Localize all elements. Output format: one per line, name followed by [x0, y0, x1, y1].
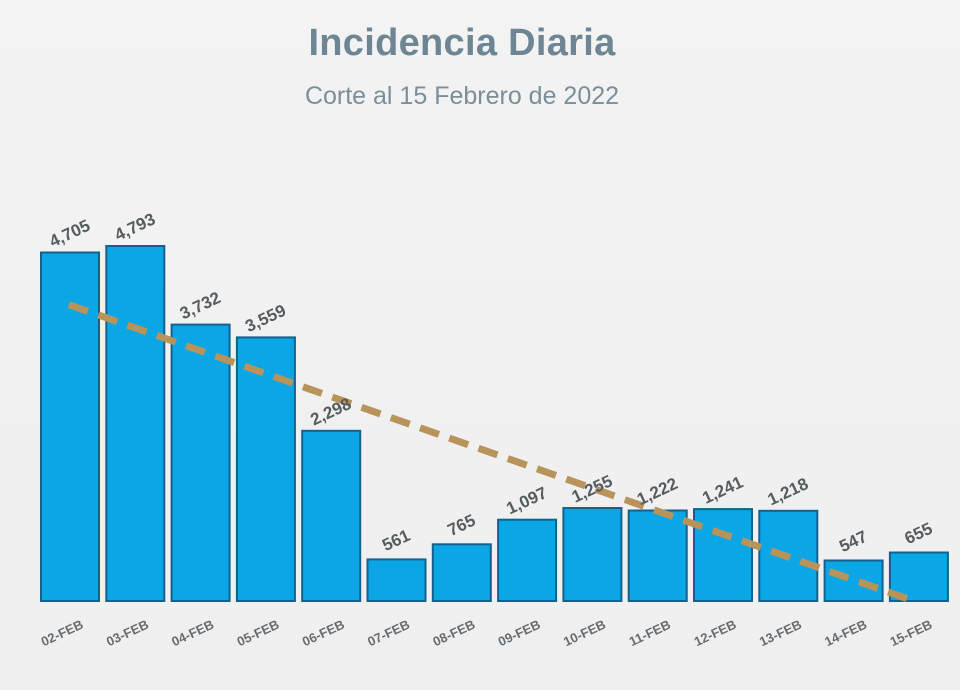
x-tick-10-feb: 10-FEB: [561, 617, 608, 650]
x-tick-06-feb: 06-FEB: [300, 617, 347, 650]
data-label-02-feb: 4,705: [46, 216, 93, 251]
x-tick-03-feb: 03-FEB: [104, 617, 151, 650]
data-label-13-feb: 1,218: [765, 474, 812, 509]
x-tick-labels-group: 02-FEB 03-FEB 04-FEB 05-FEB 06-FEB 07-FEB 08-F…: [39, 617, 935, 650]
trendline-group: [67, 301, 916, 605]
x-tick-14-feb: 14-FEB: [822, 617, 869, 650]
bar-14-feb: [823, 559, 884, 602]
x-tick-04-feb: 04-FEB: [169, 617, 216, 650]
x-tick-11-feb: 11-FEB: [627, 617, 673, 649]
data-label-07-feb: 561: [379, 526, 413, 555]
data-label-05-feb: 3,559: [242, 301, 289, 336]
x-tick-07-feb: 07-FEB: [365, 617, 412, 650]
chart-subtitle: Corte al 15 Febrero de 2022: [304, 82, 620, 110]
bar-10-feb: [562, 507, 623, 602]
data-label-04-feb: 3,732: [177, 288, 224, 323]
data-label-12-feb: 1,241: [699, 473, 746, 508]
x-tick-02-feb: 02-FEB: [39, 617, 86, 650]
x-tick-15-feb: 15-FEB: [888, 617, 935, 650]
data-label-09-feb: 1,097: [503, 483, 550, 518]
bar-06-feb: [301, 429, 362, 602]
bar-07-feb: [366, 558, 427, 603]
data-label-14-feb: 547: [836, 527, 870, 556]
x-tick-13-feb: 13-FEB: [757, 617, 804, 650]
x-tick-05-feb: 05-FEB: [235, 617, 282, 650]
x-tick-09-feb: 09-FEB: [496, 617, 543, 650]
data-label-03-feb: 4,793: [112, 209, 159, 244]
data-label-10-feb: 1,255: [569, 471, 616, 506]
bar-02-feb: [40, 251, 100, 602]
bar-09-feb: [497, 518, 558, 603]
bar-11-feb: [627, 509, 688, 602]
bar-08-feb: [431, 543, 492, 602]
data-label-15-feb: 655: [902, 519, 936, 548]
data-label-06-feb: 2,298: [308, 394, 355, 429]
data-label-11-feb: 1,222: [634, 474, 681, 509]
bars-group: [40, 245, 949, 603]
bar-04-feb: [170, 323, 231, 602]
trendline: [67, 301, 916, 605]
bar-12-feb: [693, 508, 753, 603]
chart-title: Incidencia Diaria: [308, 22, 616, 64]
x-tick-12-feb: 12-FEB: [692, 617, 739, 650]
x-tick-08-feb: 08-FEB: [430, 617, 477, 650]
data-label-08-feb: 765: [445, 511, 479, 540]
bar-03-feb: [105, 245, 166, 602]
bar-05-feb: [235, 336, 296, 602]
